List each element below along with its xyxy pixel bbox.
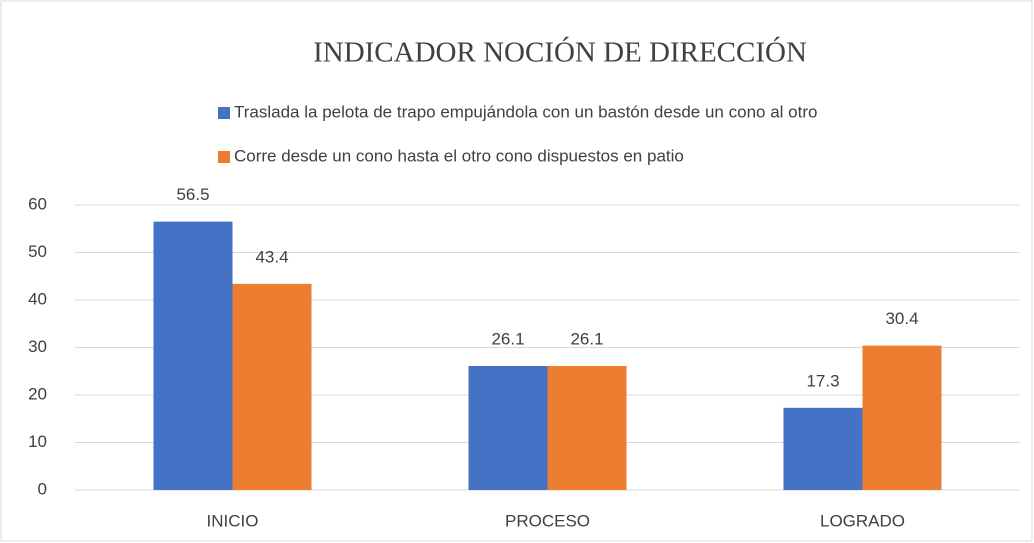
bar	[783, 407, 863, 490]
y-tick-label: 0	[38, 479, 47, 498]
y-tick-label: 20	[28, 384, 47, 403]
x-tick-label: INICIO	[207, 511, 259, 530]
legend-swatch	[218, 107, 230, 119]
bar	[468, 366, 548, 490]
legend-swatch	[218, 151, 230, 163]
data-label: 26.1	[491, 330, 524, 349]
bar	[862, 345, 942, 490]
legend-label: Traslada la pelota de trapo empujándola …	[234, 102, 817, 121]
data-label: 56.5	[176, 185, 209, 204]
y-tick-label: 60	[28, 194, 47, 213]
data-label: 26.1	[570, 330, 603, 349]
y-tick-label: 40	[28, 289, 47, 308]
data-label: 30.4	[885, 309, 918, 328]
bar	[232, 283, 312, 490]
legend-label: Corre desde un cono hasta el otro cono d…	[234, 146, 684, 165]
x-tick-label: PROCESO	[505, 511, 590, 530]
bar	[547, 366, 627, 490]
data-label: 17.3	[806, 371, 839, 390]
chart-title: INDICADOR NOCIÓN DE DIRECCIÓN	[313, 36, 807, 69]
data-label: 43.4	[255, 247, 288, 266]
y-tick-label: 10	[28, 432, 47, 451]
y-tick-label: 30	[28, 337, 47, 356]
x-tick-label: LOGRADO	[820, 511, 905, 530]
y-tick-label: 50	[28, 242, 47, 261]
bar	[153, 221, 233, 490]
